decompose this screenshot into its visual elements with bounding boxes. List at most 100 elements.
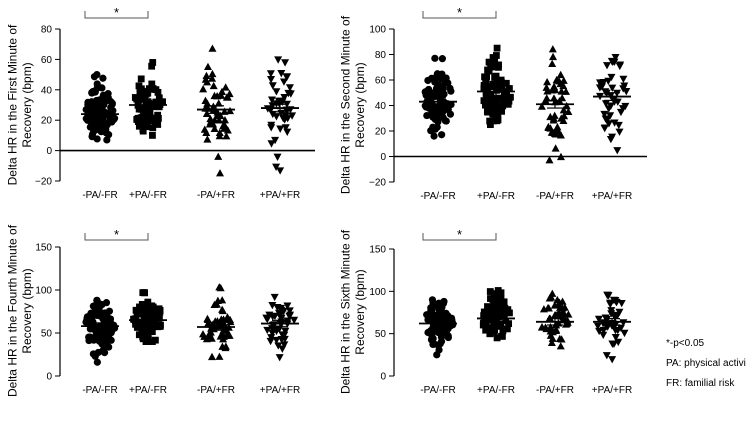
data-point (96, 300, 104, 308)
data-point (217, 87, 226, 96)
data-point (601, 88, 610, 96)
data-point (283, 302, 292, 310)
data-point (140, 314, 148, 322)
data-point (149, 124, 157, 132)
data-point (487, 121, 494, 129)
data-point (441, 117, 450, 125)
y-tick-label: 100 (369, 25, 386, 36)
x-category-label: +PA/+FR (260, 190, 300, 201)
data-point (482, 317, 490, 325)
data-point (484, 85, 492, 93)
data-point (281, 59, 290, 67)
data-point (553, 123, 562, 131)
data-point (263, 315, 272, 324)
data-point (425, 313, 433, 321)
data-point (154, 121, 162, 128)
data-point (560, 309, 569, 318)
data-point (421, 102, 429, 110)
chart-panel-first-minute: −20 0 20 40 60 80 Delta HR in the First Minute… (5, 5, 315, 201)
data-point (552, 311, 561, 319)
legend-fr-definition: FR: familial risk (666, 378, 735, 389)
data-point (207, 334, 216, 342)
data-point (504, 96, 512, 104)
data-point (277, 314, 286, 322)
data-point (138, 301, 146, 308)
data-point (599, 331, 608, 339)
data-point (148, 302, 156, 310)
data-point (428, 333, 436, 341)
data-point (486, 117, 494, 125)
data-point (133, 95, 141, 103)
data-point (552, 75, 561, 84)
data-point (621, 102, 630, 111)
x-category-label: +PA/+FR (592, 191, 632, 202)
data-point (438, 55, 446, 63)
data-point (267, 76, 276, 84)
data-point (267, 334, 276, 342)
data-point (424, 76, 432, 85)
data-point (480, 308, 488, 316)
significance-star: * (457, 227, 462, 242)
data-point (614, 338, 623, 347)
data-point (274, 342, 283, 350)
data-point (156, 308, 164, 316)
data-point (480, 97, 488, 105)
legend-pa-definition: PA: physical activi (666, 358, 746, 369)
data-point (604, 292, 613, 300)
data-point (272, 88, 281, 96)
data-point (438, 70, 446, 78)
data-point (482, 90, 490, 97)
significance-bracket (422, 11, 497, 19)
data-point (139, 335, 147, 343)
data-point (488, 95, 495, 103)
data-point (216, 169, 225, 177)
data-point (266, 337, 275, 346)
y-axis-title: Delta HR in the Sixth Minute ofRecovery … (338, 229, 366, 394)
data-point (620, 82, 629, 90)
data-point (146, 113, 154, 121)
data-point (558, 304, 567, 312)
y-axis-title: Delta HR in the Fourth Minute ofRecovery… (5, 224, 33, 397)
data-point (214, 152, 223, 160)
data-point (610, 119, 619, 127)
data-point (203, 62, 212, 71)
data-point (427, 105, 436, 113)
data-point (268, 82, 277, 90)
data-point (616, 108, 625, 117)
data-point (498, 86, 506, 93)
data-point (493, 44, 501, 52)
data-point (537, 102, 546, 110)
data-point (489, 316, 497, 324)
data-point (82, 318, 90, 326)
y-tick-label: 60 (375, 76, 387, 87)
data-point (498, 95, 505, 103)
data-point (550, 111, 559, 119)
data-point (444, 333, 452, 342)
data-point (133, 116, 141, 123)
y-tick-label: 100 (35, 286, 52, 297)
x-category-label: +PA/+FR (592, 385, 632, 396)
data-point (225, 331, 234, 339)
data-point (267, 96, 276, 104)
y-tick-label: 50 (41, 329, 53, 340)
data-point (493, 108, 501, 116)
data-point (556, 342, 565, 350)
data-point (489, 296, 497, 303)
x-category-label: +PA/-FR (129, 190, 167, 201)
x-category-label: +PA/-FR (477, 385, 515, 396)
data-point (277, 304, 286, 313)
data-point (100, 97, 108, 105)
data-point (154, 114, 162, 122)
data-point (483, 73, 491, 81)
data-point (492, 52, 500, 59)
data-point (204, 319, 213, 327)
data-point (548, 45, 557, 53)
data-point (143, 103, 151, 111)
data-point (210, 124, 219, 132)
data-point (498, 332, 505, 340)
data-point (208, 69, 217, 78)
data-point (93, 96, 101, 105)
data-point (542, 83, 551, 91)
data-point (485, 58, 493, 66)
